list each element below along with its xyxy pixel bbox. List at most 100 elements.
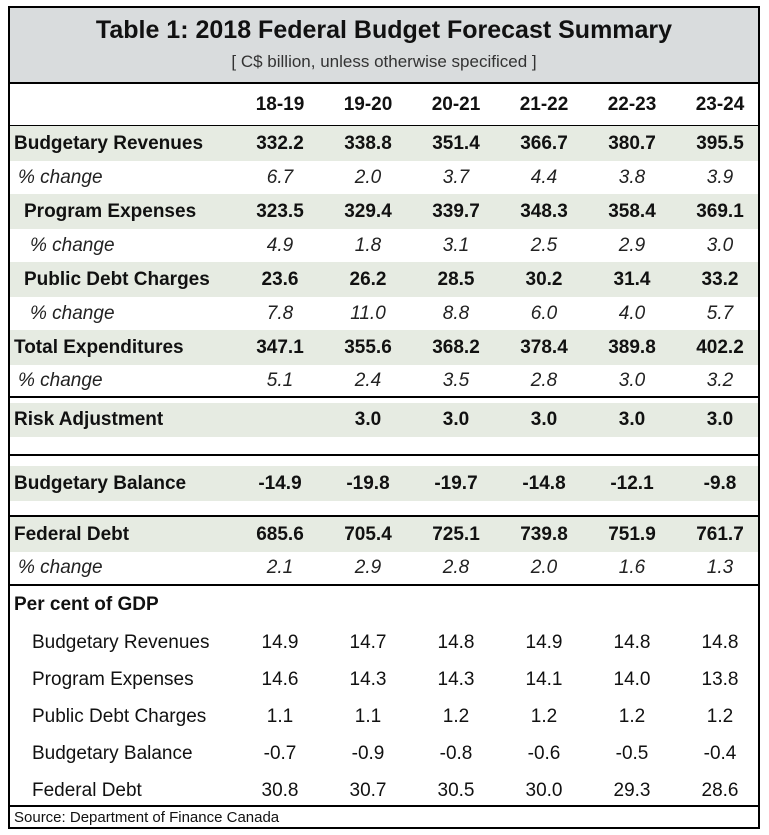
row-label: % change [30,234,115,256]
table-cell: 389.8 [608,336,656,358]
table-cell: 2.8 [530,370,558,391]
row-label: Budgetary Revenues [14,132,204,154]
table-cell: 30.7 [349,779,387,801]
table-cell: 338.8 [344,132,392,154]
table-cell: 725.1 [432,523,480,545]
year-header: 19-20 [343,94,393,115]
table-cell: 347.1 [256,336,304,358]
table-cell: -19.8 [346,472,390,494]
table-cell: 14.3 [437,668,475,690]
table-cell: 358.4 [608,200,656,222]
table-row: Budgetary Revenues 14.9 14.7 14.8 14.9 1… [10,624,758,661]
row-label: Federal Debt [14,523,130,545]
table-cell: 30.5 [437,779,475,801]
table-cell: 368.2 [432,336,480,358]
table-cell: 3.0 [442,409,470,430]
table-cell: 31.4 [613,268,651,290]
section-divider [10,584,758,586]
row-label: Public Debt Charges [24,268,210,290]
table-cell: 5.7 [706,302,734,324]
table-cell: 1.1 [354,705,382,727]
table-cell: 3.5 [442,370,470,391]
table-cell: 3.0 [354,409,382,430]
table-row: Public Debt Charges 23.6 26.2 28.5 30.2 … [10,262,758,297]
table-cell: 3.1 [442,234,470,256]
table-cell: -9.8 [703,472,737,494]
year-header: 23-24 [695,94,745,115]
title-band: Table 1: 2018 Federal Budget Forecast Su… [10,8,758,84]
header-row: 18-19 19-20 20-21 21-22 22-23 23-24 [10,84,758,126]
row-label: Risk Adjustment [14,409,164,430]
table-cell: -0.6 [527,742,561,764]
table-cell: 2.0 [354,166,382,188]
table-cell: 1.2 [442,705,470,727]
table-cell: 3.0 [618,409,646,430]
table-row: % change 4.9 1.8 3.1 2.5 2.9 3.0 [10,229,758,262]
table-cell: 14.3 [349,668,387,690]
table-cell: 2.8 [442,557,470,578]
table-cell: 2.0 [530,557,558,578]
table-row: Federal Debt 685.6 705.4 725.1 739.8 751… [10,517,758,552]
table-cell: -0.4 [703,742,737,764]
table-cell: 3.0 [706,409,734,430]
table-row: Budgetary Revenues 332.2 338.8 351.4 366… [10,126,758,161]
table-cell: 4.0 [618,302,646,324]
table-cell: 2.9 [354,557,382,578]
table-cell: 1.2 [530,705,558,727]
table-cell: 1.6 [618,557,646,578]
gdp-section-header: Per cent of GDP [10,586,758,624]
row-label: Federal Debt [32,779,142,801]
table-cell: 29.3 [613,779,651,801]
table-cell: 3.2 [706,370,734,391]
section-divider [10,396,758,398]
table-row: Program Expenses 14.6 14.3 14.3 14.1 14.… [10,661,758,698]
table-cell: 6.7 [266,166,294,188]
table-cell: 402.2 [696,336,744,358]
table-cell: 3.0 [530,409,558,430]
row-label: Program Expenses [32,668,194,690]
table-cell: 30.2 [525,268,563,290]
table-cell: 5.1 [266,370,294,391]
year-header: 18-19 [255,94,305,115]
table-cell: 26.2 [349,268,387,290]
table-cell: 348.3 [520,200,568,222]
table-row: % change 2.1 2.9 2.8 2.0 1.6 1.3 [10,552,758,584]
table-cell [240,403,320,437]
table-cell: 1.3 [706,557,734,578]
table-cell: 705.4 [344,523,392,545]
table-cell: 1.8 [354,234,382,256]
table-cell: 14.1 [525,668,563,690]
table-cell: -12.1 [610,472,654,494]
table-cell: 3.0 [706,234,734,256]
table-cell: 13.8 [701,668,739,690]
table-row: % change 5.1 2.4 3.5 2.8 3.0 3.2 [10,365,758,397]
table-cell: 339.7 [432,200,480,222]
table-cell: 14.8 [437,631,475,653]
source-note: Source: Department of Finance Canada [10,805,758,827]
table-cell: 14.9 [261,631,299,653]
table-cell: 7.8 [266,302,294,324]
table-row: Federal Debt 30.8 30.7 30.5 30.0 29.3 28… [10,772,758,809]
table-cell: 761.7 [696,523,744,545]
row-label: Per cent of GDP [14,594,159,615]
table-cell: 3.8 [618,166,646,188]
table-cell: 366.7 [520,132,568,154]
table-subtitle: [ C$ billion, unless otherwise specifice… [231,52,537,71]
table-cell: 30.0 [525,779,563,801]
table-cell: 395.5 [696,132,744,154]
table-cell: -0.8 [439,742,473,764]
table-cell: 14.6 [261,668,299,690]
table-cell: 28.6 [701,779,739,801]
table-cell: 23.6 [261,268,299,290]
section-divider [10,454,758,456]
table-cell: 3.9 [706,166,734,188]
table-row: % change 6.7 2.0 3.7 4.4 3.8 3.9 [10,161,758,194]
table-cell: 2.1 [266,557,294,578]
table-cell: 329.4 [344,200,392,222]
row-label: Total Expenditures [14,336,184,358]
table-cell: 332.2 [256,132,304,154]
row-label: Budgetary Balance [32,742,193,764]
table-cell: 1.2 [706,705,734,727]
table-cell: -14.9 [258,472,302,494]
table-cell: 14.0 [613,668,651,690]
